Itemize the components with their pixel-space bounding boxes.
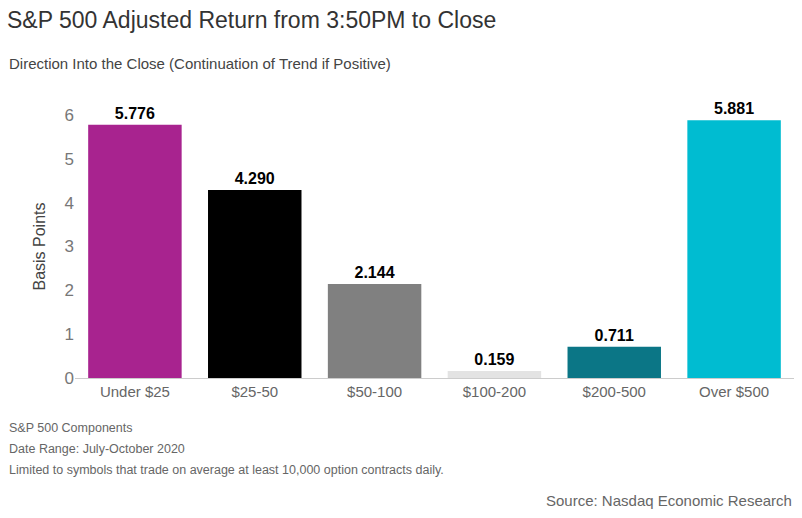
svg-text:$50-100: $50-100 xyxy=(347,383,402,400)
svg-text:0.159: 0.159 xyxy=(474,351,514,368)
svg-text:5: 5 xyxy=(65,150,74,169)
svg-text:0: 0 xyxy=(65,369,74,388)
svg-text:Over $500: Over $500 xyxy=(699,383,769,400)
svg-text:$100-200: $100-200 xyxy=(463,383,526,400)
svg-text:4: 4 xyxy=(65,194,74,213)
svg-text:5.881: 5.881 xyxy=(714,100,754,117)
svg-text:3: 3 xyxy=(65,237,74,256)
svg-text:0.711: 0.711 xyxy=(595,327,634,344)
svg-text:1: 1 xyxy=(65,325,74,344)
svg-text:2.144: 2.144 xyxy=(355,264,395,281)
svg-text:Under $25: Under $25 xyxy=(100,383,170,400)
svg-text:5.776: 5.776 xyxy=(115,105,155,122)
svg-text:S&P 500 Adjusted Return from 3: S&P 500 Adjusted Return from 3:50PM to C… xyxy=(7,7,496,33)
svg-text:S&P 500 Components: S&P 500 Components xyxy=(9,421,132,435)
svg-text:Limited to symbols that trade: Limited to symbols that trade on average… xyxy=(9,463,444,477)
svg-text:Direction Into the Close (Cont: Direction Into the Close (Continuation o… xyxy=(9,55,391,72)
svg-text:Basis Points: Basis Points xyxy=(31,202,48,290)
svg-text:Date Range: July-October 2020: Date Range: July-October 2020 xyxy=(9,442,185,456)
svg-text:2: 2 xyxy=(65,281,74,300)
svg-text:4.290: 4.290 xyxy=(235,170,275,187)
svg-text:$200-500: $200-500 xyxy=(583,383,646,400)
svg-text:Source: Nasdaq Economic Resear: Source: Nasdaq Economic Research xyxy=(546,492,792,509)
svg-text:$25-50: $25-50 xyxy=(231,383,278,400)
svg-text:6: 6 xyxy=(65,106,74,125)
